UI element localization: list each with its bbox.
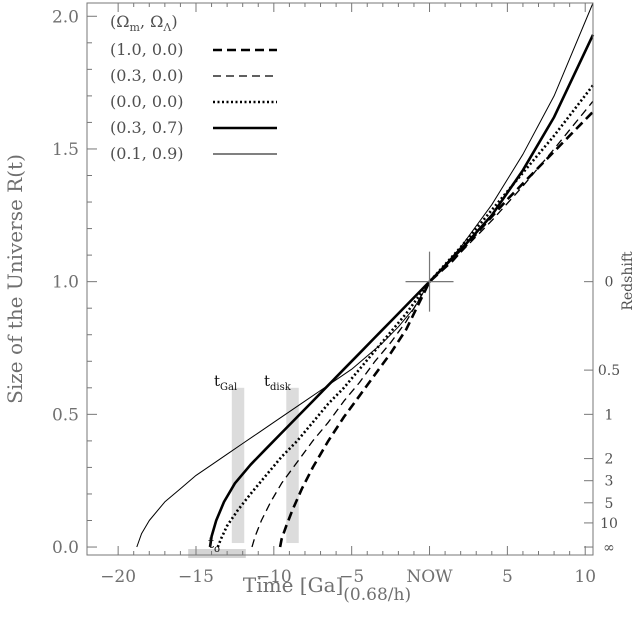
- series-line-0: [278, 110, 594, 548]
- legend-label-2: (0.0, 0.0): [110, 92, 184, 111]
- y-axis-title: Size of the Universe R(t): [3, 154, 27, 404]
- series-line-4: [136, 2, 594, 548]
- legend-header: (Ωm, ΩΛ): [110, 12, 178, 34]
- series-line-3: [208, 34, 595, 548]
- legend-header-part-0: (Ω: [110, 12, 130, 31]
- legend-header-part-4: ): [171, 12, 177, 31]
- x-axis-title: Time [Ga]: [243, 573, 343, 597]
- legend-label-4: (0.1, 0.9): [110, 144, 184, 163]
- y-tick-label-2: 1.0: [52, 273, 79, 293]
- legend-label-3: (0.3, 0.7): [110, 118, 184, 137]
- redshift-tick-label-4: 3: [605, 474, 614, 490]
- x-tick-label-2: −10: [256, 567, 292, 587]
- legend-header-part-3: Λ: [162, 21, 172, 34]
- redshift-tick-label-1: 0.5: [598, 363, 620, 379]
- x-tick-label-6: 10: [574, 567, 596, 587]
- t-gal-label: tGal: [214, 372, 237, 393]
- series-line-2: [216, 84, 595, 548]
- redshift-tick-label-3: 2: [605, 452, 614, 468]
- legend-label-0: (1.0, 0.0): [110, 40, 184, 59]
- y-tick-label-1: 0.5: [52, 405, 79, 425]
- redshift-tick-label-2: 1: [605, 407, 614, 423]
- now-crosshair: [405, 251, 454, 312]
- redshift-tick-label-0: 0: [605, 275, 614, 291]
- redshift-tick-label-7: ∞: [603, 540, 615, 556]
- legend-label-1: (0.3, 0.0): [110, 66, 184, 85]
- x-axis-title-subscript: (0.68/h): [343, 585, 411, 605]
- x-tick-label-0: −20: [100, 567, 136, 587]
- y-tick-label-4: 2.0: [52, 7, 79, 27]
- t-disk-label: tdisk: [264, 372, 292, 393]
- axis-ticks: −20 −15 −10 −5 NOW 5 10 0.0 0.5 1.0 1.5 2.0 0 0.5 1 2 3 5…: [52, 3, 620, 587]
- t-gal-band: [231, 387, 245, 544]
- x-axis-title-group: Time [Ga](0.68/h): [243, 573, 411, 605]
- y-tick-label-3: 1.5: [52, 140, 79, 160]
- y-tick-label-0: 0.0: [52, 538, 79, 558]
- redshift-axis-title: Redshift: [620, 251, 636, 311]
- x-tick-label-4: NOW: [406, 567, 453, 587]
- series-layer: [136, 2, 595, 548]
- legend-header-part-2: , Ω: [140, 12, 163, 31]
- t-o-marker: [188, 549, 246, 559]
- legend-header-part-1: m: [130, 21, 141, 34]
- series-line-1: [251, 100, 594, 548]
- x-tick-label-5: 5: [502, 567, 513, 587]
- x-tick-label-3: −5: [339, 567, 364, 587]
- x-tick-label-1: −15: [178, 567, 214, 587]
- t-o-label: to: [208, 534, 220, 555]
- legend: (Ωm, ΩΛ) (1.0, 0.0) (0.3, 0.0) (0.0, 0.0) (…: [110, 12, 277, 163]
- redshift-tick-label-6: 10: [600, 516, 618, 532]
- plot-frame: [86, 2, 594, 556]
- redshift-tick-label-5: 5: [605, 496, 614, 512]
- annotations: tGal tdisk to: [208, 372, 292, 555]
